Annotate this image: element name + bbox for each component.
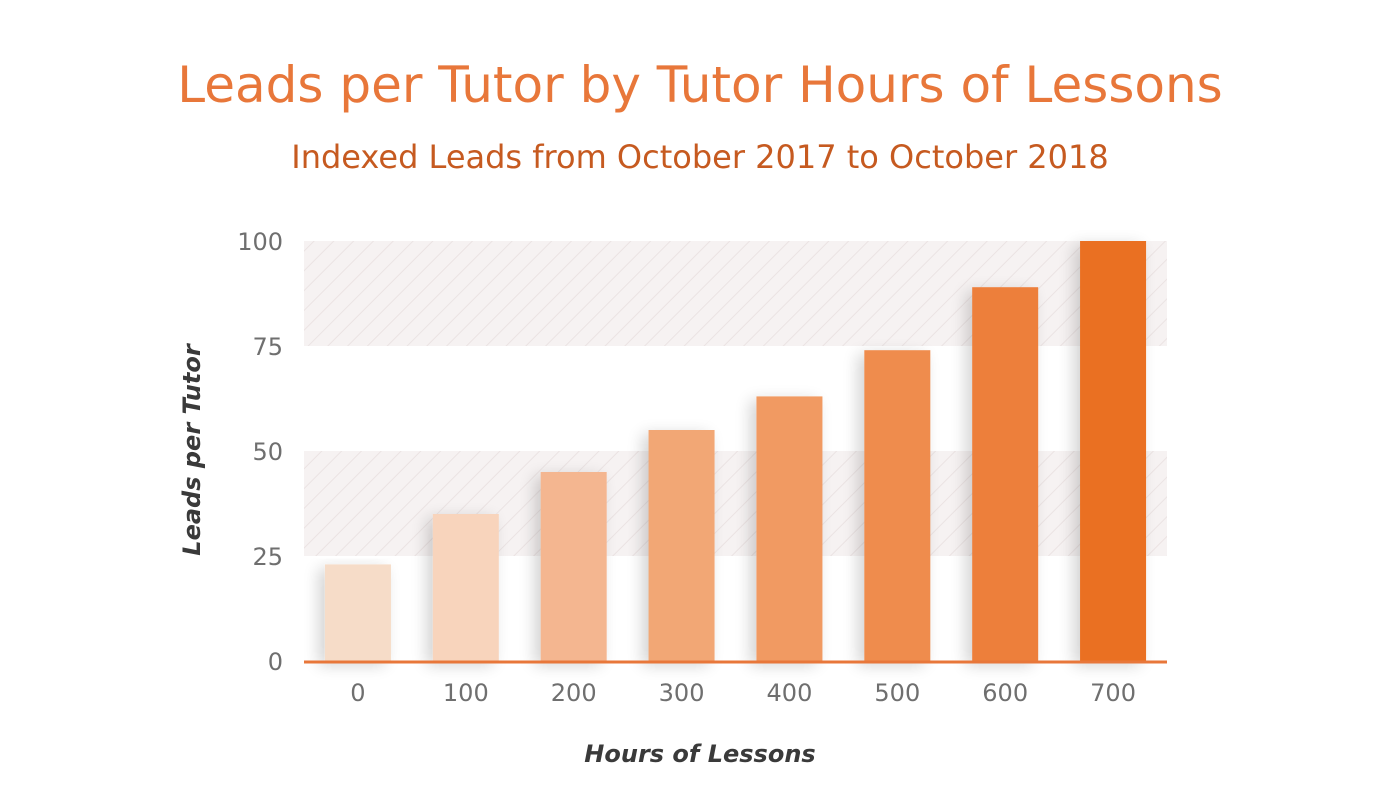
bar-400 — [756, 396, 823, 661]
bar-100 — [432, 514, 499, 661]
y-axis-title: Leads per Tutor — [178, 342, 206, 556]
y-tick-label: 25 — [252, 543, 283, 571]
bar-500 — [864, 350, 931, 661]
x-tick-label: 200 — [551, 679, 597, 707]
bar-700 — [1080, 241, 1147, 661]
x-tick-label: 600 — [982, 679, 1028, 707]
bar-0 — [324, 564, 391, 661]
y-tick-label: 50 — [252, 438, 283, 466]
x-tick-label: 500 — [874, 679, 920, 707]
y-tick-label: 75 — [252, 333, 283, 361]
x-tick-label: 0 — [350, 679, 365, 707]
x-tick-label: 300 — [659, 679, 705, 707]
x-axis-title: Hours of Lessons — [584, 740, 815, 768]
y-tick-label: 0 — [268, 648, 283, 676]
chart-subtitle: Indexed Leads from October 2017 to Octob… — [291, 138, 1109, 176]
chart-title: Leads per Tutor by Tutor Hours of Lesson… — [177, 56, 1223, 114]
x-tick-label: 400 — [767, 679, 813, 707]
bar-600 — [972, 287, 1039, 661]
bar-300 — [648, 430, 715, 661]
x-tick-label: 700 — [1090, 679, 1136, 707]
bar-200 — [540, 472, 607, 661]
x-tick-label: 100 — [443, 679, 489, 707]
y-tick-label: 100 — [237, 228, 283, 256]
